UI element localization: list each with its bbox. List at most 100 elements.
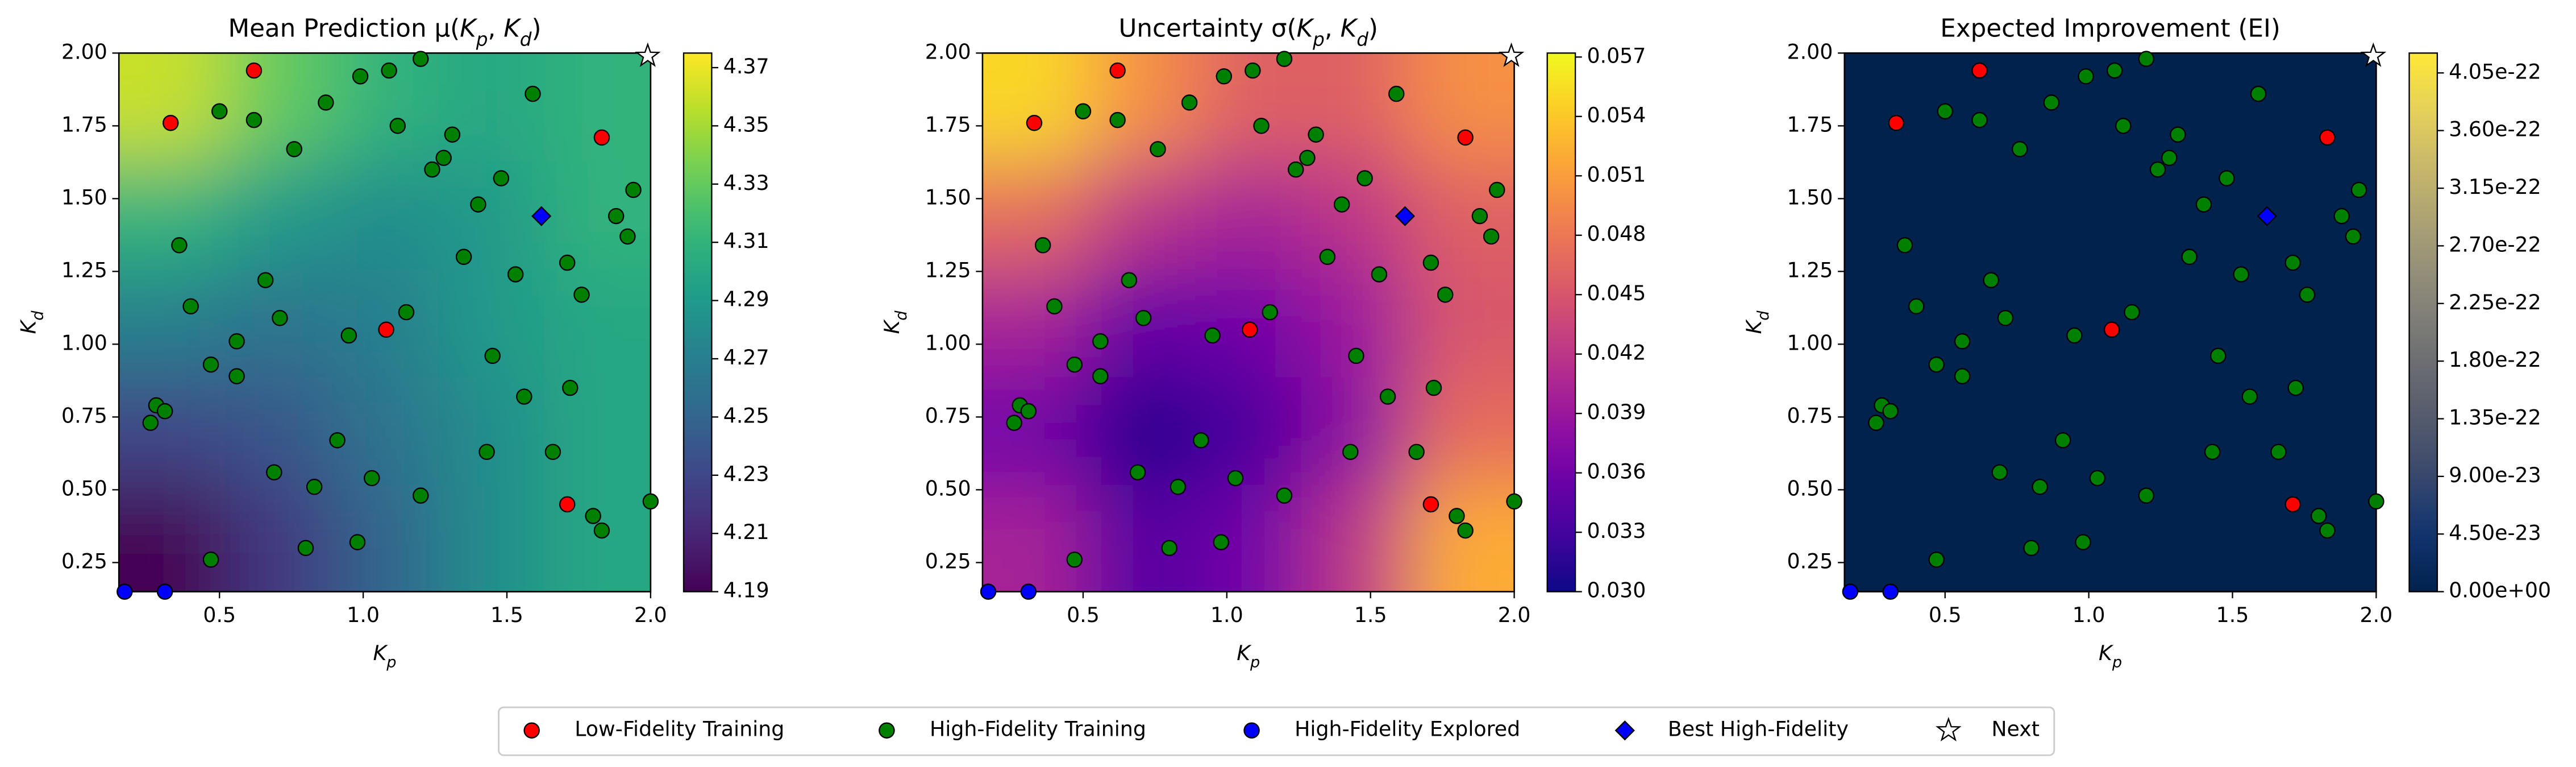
legend-marker [879,722,895,739]
y-tick-label: 0.50 [1787,476,1833,500]
point-marker [585,508,601,524]
legend-label: Next [1991,717,2040,741]
x-tick-label: 0.5 [1929,603,1962,627]
point-marker [1319,248,1336,266]
legend-entry: Low-Fidelity Training [523,717,784,741]
legend-entry: High-Fidelity Training [879,717,1146,741]
x-axis-label: Kp [373,641,396,671]
chart-title: Uncertainty σ(Kp, Kd) [1119,15,1378,51]
point-marker [1066,552,1083,568]
point-marker [1928,356,1945,373]
colorbar-tick-label: 4.19 [723,578,769,603]
point-marker [2284,496,2301,513]
point-marker [619,228,636,245]
point-marker [1020,583,1037,600]
point-marker [493,170,510,186]
point-marker [2103,321,2120,338]
heatmap-cell [1844,160,1952,270]
y-axis-label: Kd [16,310,47,334]
point-marker [507,266,524,283]
y-tick-label: 1.00 [925,330,971,355]
point-marker [286,141,302,157]
heatmap-cell [1408,160,1514,270]
heatmap-cell [2163,160,2271,270]
x-tick-label: 1.0 [347,603,380,627]
x-tick-label: 2.0 [1498,603,1531,627]
colorbar-tick-label: 2.25e-22 [2449,290,2541,314]
point-marker [516,388,532,405]
heatmap-cell [1844,376,1952,485]
point-marker [1425,379,1442,396]
colorbar-tick-label: 0.039 [1587,400,1646,424]
heatmap-cell [1950,484,2058,592]
heatmap-field [982,53,1514,592]
y-tick-label: 0.25 [925,549,971,573]
point-marker [318,94,334,111]
heatmap-cell [544,160,651,270]
next-marker [2360,42,2387,67]
x-tick-label: 1.0 [2073,603,2105,627]
y-tick-label: 2.00 [1787,39,1833,64]
point-marker [1020,403,1037,420]
legend-marker [523,722,540,739]
x-axis-label: Kp [2099,641,2122,671]
point-marker [297,540,314,557]
heatmap-cell [1301,484,1409,592]
point-marker [2311,508,2327,524]
point-marker [1371,266,1388,283]
chart-title: Expected Improvement (EI) [1940,15,2280,43]
heatmap-cell [2270,376,2377,485]
point-marker [2161,150,2178,166]
point-marker [398,304,415,321]
point-marker [1937,103,1953,119]
point-marker [1348,347,1364,364]
point-marker [559,496,576,513]
y-tick-label: 1.75 [1787,112,1833,136]
heatmap-cell [331,160,439,270]
y-tick-label: 0.50 [925,476,971,500]
point-marker [413,51,429,67]
point-marker [1896,237,1913,254]
point-marker [2170,126,2186,143]
heatmap-cell [982,160,1090,270]
point-marker [1204,327,1221,344]
colorbar-tick-label: 0.057 [1587,43,1646,68]
heatmap-field [1844,53,2377,592]
axes-frame [1843,52,2377,592]
y-tick-label: 1.25 [925,258,971,282]
heatmap-cell [1408,268,1514,378]
point-marker [2075,534,2091,550]
point-marker [2023,540,2040,557]
point-marker [2149,161,2166,178]
legend-box [498,706,2055,756]
legend-label: Best High-Fidelity [1668,717,1849,741]
colorbar-tick-label: 4.35 [723,112,769,136]
point-marker [544,443,561,461]
colorbar-tick-label: 1.80e-22 [2449,347,2541,372]
point-marker [1908,298,1925,315]
point-marker [1066,356,1083,373]
colorbar-tick-label: 3.60e-22 [2449,117,2541,142]
point-marker [2032,479,2048,495]
point-marker [1379,388,1396,405]
point-marker [2204,443,2221,461]
point-marker [593,522,610,539]
point-marker [245,111,263,128]
x-tick-label: 2.0 [634,603,667,627]
heatmap-cell [982,484,1090,592]
chart-title: Mean Prediction μ(Kp, Kd) [228,15,542,51]
y-tick-label: 1.25 [1787,258,1833,282]
point-marker [1245,62,1261,79]
point-marker [1150,141,1166,157]
x-tick-label: 2.0 [2360,603,2393,627]
next-marker [1498,42,1525,67]
legend-entry: Best High-Fidelity [1614,717,1849,741]
point-marker [1109,62,1126,79]
point-marker [435,150,452,166]
axes-frame [118,52,652,592]
y-tick-label: 1.00 [61,330,107,355]
heatmap-cell [1408,53,1514,162]
point-marker [1242,321,1258,338]
colorbar-tick-label: 9.00e-23 [2449,463,2541,487]
